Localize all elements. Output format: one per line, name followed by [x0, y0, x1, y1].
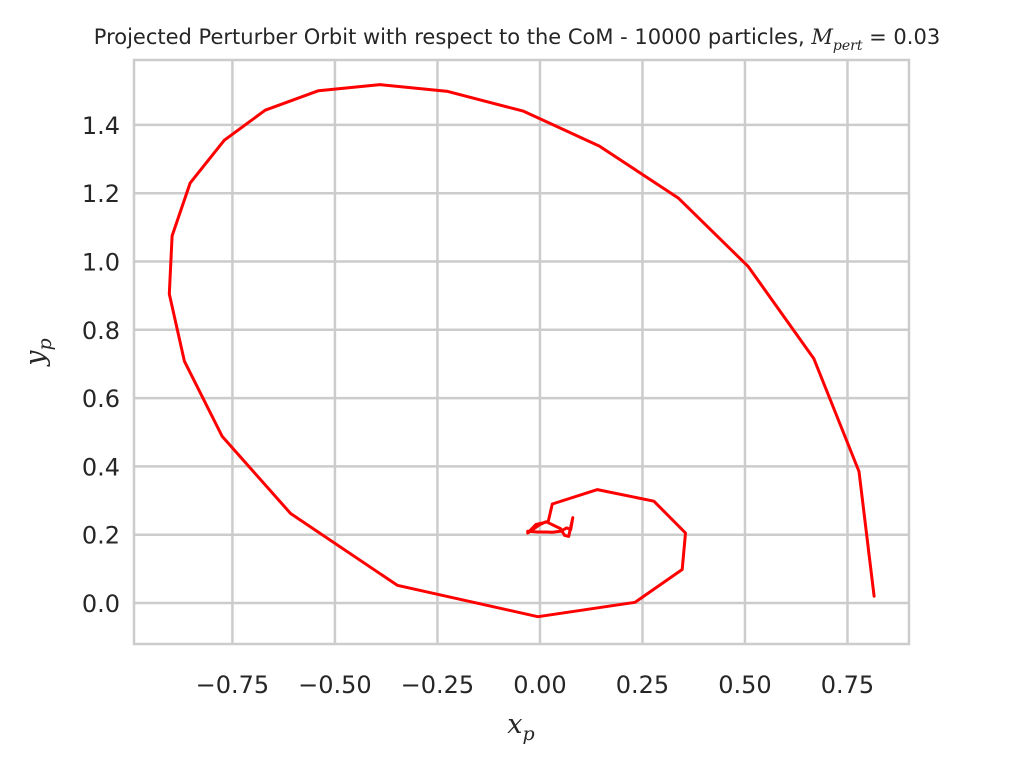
- y-tick-label: 0.2: [82, 522, 120, 550]
- x-tick-label: 0.50: [718, 671, 771, 699]
- plot-frame: [132, 58, 911, 646]
- x-tick-label: 0.25: [616, 671, 669, 699]
- y-axis-label-symbol: y: [20, 350, 51, 367]
- y-axis-label-group: yp: [20, 338, 56, 366]
- x-tick-label: −0.50: [298, 671, 372, 699]
- y-tick-label: 1.2: [82, 180, 120, 208]
- y-tick-label: 1.4: [82, 112, 120, 140]
- x-axis-label-subscript: p: [523, 723, 535, 745]
- chart-title-main: Projected Perturber Orbit with respect t…: [94, 25, 812, 49]
- x-axis-label-symbol: x: [507, 709, 522, 740]
- x-tick-label: 0.00: [513, 671, 566, 699]
- chart-title-subscript: pert: [833, 38, 863, 54]
- x-axis-label: xp: [507, 709, 534, 745]
- y-axis-label-subscript: p: [34, 338, 56, 350]
- x-tick-label: 0.75: [821, 671, 874, 699]
- y-tick-label: 1.0: [82, 248, 120, 276]
- chart-title-suffix: = 0.03: [862, 25, 940, 49]
- x-tick-label: −0.75: [196, 671, 270, 699]
- chart-title: Projected Perturber Orbit with respect t…: [94, 25, 940, 54]
- y-tick-label: 0.6: [82, 385, 120, 413]
- grid: [134, 60, 909, 644]
- series-group: [167, 83, 876, 619]
- y-tick-label: 0.0: [82, 590, 120, 618]
- y-tick-label: 0.4: [82, 453, 120, 481]
- x-tick-labels: −0.75 −0.50 −0.25 0.00 0.25 0.50 0.75: [196, 671, 875, 699]
- y-tick-label: 0.8: [82, 317, 120, 345]
- y-tick-labels: 0.0 0.2 0.4 0.6 0.8 1.0 1.2 1.4: [82, 112, 120, 618]
- chart-title-symbol: M: [810, 25, 833, 49]
- y-axis-label: yp: [20, 338, 56, 366]
- plot-area: [134, 60, 909, 644]
- orbit-line: [167, 83, 876, 619]
- x-tick-label: −0.25: [401, 671, 475, 699]
